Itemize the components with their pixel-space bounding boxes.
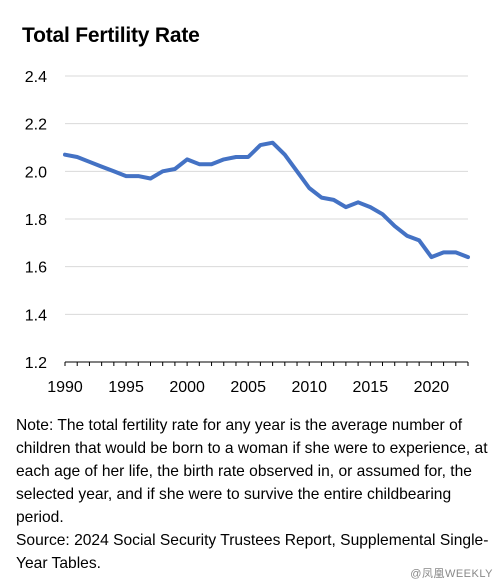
series-group	[63, 140, 470, 260]
x-tick-label: 1990	[47, 379, 83, 396]
chart-title: Total Fertility Rate	[22, 24, 200, 47]
watermark: @凤凰WEEKLY	[410, 568, 493, 580]
source-text: Source: 2024 Social Security Trustees Re…	[16, 532, 489, 572]
y-tick-label: 1.8	[25, 212, 47, 229]
x-tick-label: 2000	[169, 379, 205, 396]
y-tick-label: 2.2	[25, 117, 47, 134]
y-axis: 1.2 1.4 1.6 1.8 2.0 2.2 2.4	[25, 69, 47, 372]
line-chart: 1.2 1.4 1.6 1.8 2.0 2.2 2.4 1990 1995 2000 2005 20…	[25, 69, 470, 396]
x-tick-label: 2015	[353, 379, 389, 396]
y-tick-label: 1.6	[25, 260, 47, 277]
y-tick-label: 2.4	[25, 69, 47, 86]
series-line	[63, 140, 470, 260]
gridlines	[65, 75, 468, 315]
x-tick-label: 2005	[230, 379, 266, 396]
x-tick-label: 2010	[291, 379, 327, 396]
chart-note: Note: The total fertility rate for any y…	[16, 414, 496, 575]
x-tick-label: 2020	[414, 379, 450, 396]
y-tick-label: 1.4	[25, 307, 47, 324]
y-tick-label: 1.2	[25, 355, 47, 372]
y-tick-label: 2.0	[25, 164, 47, 181]
x-axis: 1990 1995 2000 2005 2010 2015 2020	[47, 361, 469, 396]
note-text: Note: The total fertility rate for any y…	[16, 417, 488, 526]
x-tick-label: 1995	[108, 379, 144, 396]
